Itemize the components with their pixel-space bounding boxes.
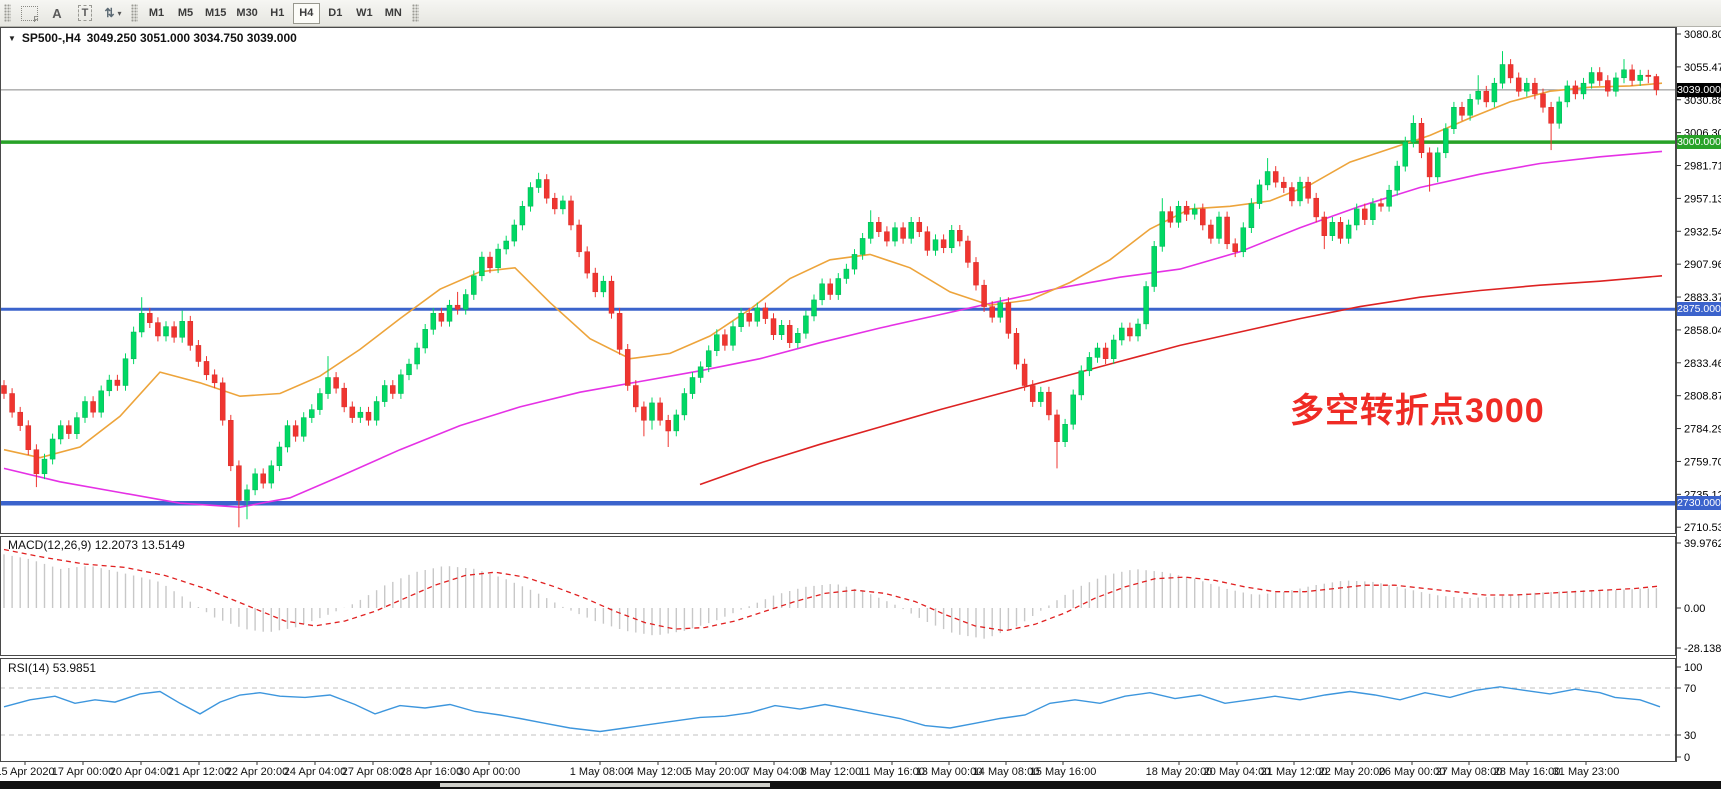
svg-text:2784.290: 2784.290 <box>1684 424 1721 436</box>
time-axis-label: 17 Apr 00:00 <box>51 766 115 778</box>
time-axis-label: 28 May 16:00 <box>1493 766 1561 778</box>
time-axis-label: 1 May 08:00 <box>569 766 631 778</box>
panel-border-1 <box>0 536 1676 656</box>
svg-text:-28.138: -28.138 <box>1684 643 1721 655</box>
panel-bg-2 <box>0 658 1676 762</box>
timeframe-button-m15[interactable]: M15 <box>201 3 230 24</box>
horizontal-scrollbar[interactable] <box>0 781 1721 789</box>
arrow-tools-button[interactable]: ⇅ ▾ <box>99 2 127 25</box>
time-axis-label: 20 Apr 04:00 <box>109 766 173 778</box>
time-axis-label: 28 Apr 16:00 <box>399 766 463 778</box>
svg-text:30: 30 <box>1684 730 1696 742</box>
panel-border-2 <box>0 658 1676 762</box>
text-box-icon: T <box>77 5 93 21</box>
ma-slow-red <box>699 275 1663 486</box>
timeframe-button-mn[interactable]: MN <box>380 3 407 24</box>
arrows-icon: ⇅ <box>104 6 115 20</box>
time-axis-label: 21 May 12:00 <box>1260 766 1328 778</box>
svg-text:2981.715: 2981.715 <box>1684 161 1721 173</box>
time-axis-label: 5 May 20:00 <box>685 766 747 778</box>
macd-panel[interactable] <box>3 548 1661 639</box>
timeframe-button-m5[interactable]: M5 <box>172 3 199 24</box>
timeframe-button-h1[interactable]: H1 <box>264 3 291 24</box>
chart-canvas[interactable]: 3080.8003055.4703030.8853006.3002981.715… <box>0 27 1721 765</box>
time-axis-label: 22 May 20:00 <box>1318 766 1386 778</box>
toolbar-drag-handle[interactable] <box>411 4 419 22</box>
svg-text:100: 100 <box>1684 662 1702 674</box>
time-axis-label: 15 Apr 2020 <box>0 766 55 778</box>
rsi-line <box>3 686 1661 733</box>
level-3000-price-tag: 3000.000 <box>1677 135 1721 150</box>
time-axis-label: 11 May 16:00 <box>859 766 925 778</box>
current-price-tag: 3039.000 <box>1677 82 1721 97</box>
toolbar: F A T ⇅ ▾ M1 M5 M15 M30 H1 H4 D1 W1 MN <box>0 0 1721 27</box>
time-axis-label: 26 May 00:00 <box>1378 766 1446 778</box>
time-axis-label: 18 May 20:00 <box>1145 766 1213 778</box>
ohlc-values: 3049.250 3051.000 3034.750 3039.000 <box>86 31 297 45</box>
timeframe-button-w1[interactable]: W1 <box>351 3 378 24</box>
svg-text:2759.705: 2759.705 <box>1684 456 1721 468</box>
timeframe-button-m30[interactable]: M30 <box>232 3 261 24</box>
ma-mid-magenta <box>3 150 1663 509</box>
svg-text:2858.045: 2858.045 <box>1684 325 1721 337</box>
rsi-panel[interactable] <box>0 686 1676 736</box>
time-axis-label: 27 May 08:00 <box>1435 766 1503 778</box>
chart-title: ▼ SP500-,H4 3049.250 3051.000 3034.750 3… <box>8 31 297 45</box>
trend-annotation-text: 多空转折点3000 <box>1290 392 1545 430</box>
svg-text:2833.460: 2833.460 <box>1684 358 1721 370</box>
toolbar-drag-handle[interactable] <box>4 4 11 22</box>
svg-text:3030.885: 3030.885 <box>1684 95 1721 107</box>
main-price-panel[interactable] <box>0 82 1676 509</box>
svg-text:0: 0 <box>1684 752 1690 764</box>
time-axis-label: 8 May 12:00 <box>800 766 862 778</box>
timeframe-button-d1[interactable]: D1 <box>322 3 349 24</box>
time-axis-label: 14 May 08:00 <box>972 766 1040 778</box>
chevron-down-icon: ▾ <box>117 8 122 18</box>
svg-text:2883.375: 2883.375 <box>1684 292 1721 304</box>
time-axis-label: 27 Apr 08:00 <box>341 766 405 778</box>
svg-text:2808.875: 2808.875 <box>1684 391 1721 403</box>
candles-group <box>1 51 1660 528</box>
svg-text:0.00: 0.00 <box>1684 603 1705 615</box>
frame-icon: F <box>20 5 39 24</box>
figure-tool-button[interactable]: F <box>15 2 43 25</box>
time-axis-label: 24 Apr 04:00 <box>283 766 347 778</box>
time-axis-label: 7 May 04:00 <box>743 766 805 778</box>
svg-text:39.9762: 39.9762 <box>1684 538 1721 550</box>
svg-text:2957.130: 2957.130 <box>1684 193 1721 205</box>
svg-text:2907.960: 2907.960 <box>1684 259 1721 271</box>
svg-text:70: 70 <box>1684 683 1696 695</box>
svg-text:2932.545: 2932.545 <box>1684 226 1721 238</box>
level-2875-price-tag: 2875.000 <box>1677 302 1721 317</box>
symbol-timeframe-label: SP500-,H4 <box>21 31 81 45</box>
time-axis-label: 4 May 12:00 <box>627 766 689 778</box>
panel-border-0 <box>0 27 1676 534</box>
time-axis-label: 30 Apr 00:00 <box>457 766 521 778</box>
text-box-tool-button[interactable]: T <box>71 2 99 25</box>
time-axis-label: 13 May 00:00 <box>915 766 983 778</box>
svg-text:3080.800: 3080.800 <box>1684 29 1721 41</box>
time-axis-label: 15 May 16:00 <box>1029 766 1097 778</box>
time-axis-label: 31 May 23:00 <box>1552 766 1620 778</box>
symbol-dropdown-icon[interactable]: ▼ <box>8 33 16 43</box>
timeframe-button-group: M1 M5 M15 M30 H1 H4 D1 W1 MN <box>142 2 408 24</box>
time-axis-label: 22 Apr 20:00 <box>225 766 289 778</box>
macd-signal-line <box>3 548 1661 632</box>
svg-text:2710.535: 2710.535 <box>1684 522 1721 534</box>
text-label-tool-button[interactable]: A <box>43 2 71 25</box>
macd-indicator-label: MACD(12,26,9) 12.2073 13.5149 <box>8 538 185 552</box>
svg-text:3055.470: 3055.470 <box>1684 62 1721 74</box>
toolbar-drag-handle[interactable] <box>131 4 138 22</box>
ma-fast-orange <box>3 82 1663 459</box>
time-axis-label: 20 May 04:00 <box>1203 766 1271 778</box>
scrollbar-thumb[interactable] <box>440 783 770 787</box>
timeframe-button-m1[interactable]: M1 <box>143 3 170 24</box>
time-axis-label: 21 Apr 12:00 <box>167 766 231 778</box>
text-label-icon: A <box>52 5 62 21</box>
level-2730-price-tag: 2730.000 <box>1677 496 1721 511</box>
rsi-indicator-label: RSI(14) 53.9851 <box>8 661 97 675</box>
timeframe-button-h4[interactable]: H4 <box>292 2 320 24</box>
